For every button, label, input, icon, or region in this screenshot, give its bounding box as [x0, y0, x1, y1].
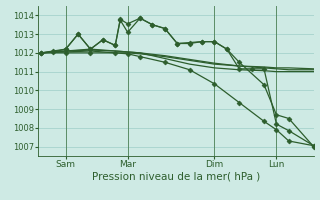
X-axis label: Pression niveau de la mer( hPa ): Pression niveau de la mer( hPa )	[92, 172, 260, 182]
